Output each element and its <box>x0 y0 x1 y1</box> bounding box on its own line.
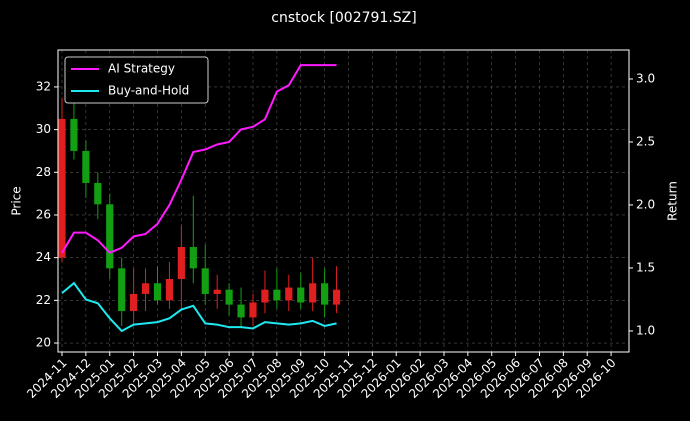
candle-body <box>58 118 66 258</box>
candle-body <box>106 204 114 269</box>
candle-body <box>130 293 138 312</box>
y-tick-label: 30 <box>36 122 51 136</box>
y2-axis-label: Return <box>666 181 680 221</box>
candle-body <box>237 304 245 318</box>
y2-tick-label: 1.0 <box>636 323 655 337</box>
candle-body <box>309 283 317 303</box>
candle-body <box>70 118 78 151</box>
y2-tick-label: 3.0 <box>636 71 655 85</box>
candle-body <box>82 150 90 183</box>
line-series <box>61 281 337 333</box>
y2-tick-label: 2.0 <box>636 197 655 211</box>
y-tick-label: 32 <box>36 79 51 93</box>
candle-body <box>249 302 257 318</box>
candle-body <box>201 268 209 294</box>
y-tick-label: 22 <box>36 293 51 307</box>
y-axis-label: Price <box>10 186 24 215</box>
candle-body <box>273 289 281 301</box>
candle-body <box>118 268 126 312</box>
candle-body <box>225 289 233 305</box>
chart-title: cnstock [002791.SZ] <box>271 10 416 26</box>
y-tick-label: 26 <box>36 207 51 221</box>
line-series <box>61 64 337 255</box>
candle-body <box>189 246 197 269</box>
candle-body <box>321 283 329 305</box>
candle-body <box>297 287 305 303</box>
legend-label: AI Strategy <box>108 62 175 76</box>
plot-frame <box>57 49 630 353</box>
candle-body <box>165 279 174 301</box>
y-tick-label: 28 <box>36 165 51 179</box>
candle-body <box>94 182 102 205</box>
candle-body <box>177 246 185 280</box>
legend-box <box>64 56 209 104</box>
y2-tick-label: 1.5 <box>636 260 655 274</box>
candle-body <box>285 287 293 301</box>
candle-body <box>332 289 341 305</box>
legend-label: Buy-and-Hold <box>108 84 189 98</box>
candle-body <box>261 289 269 303</box>
y2-tick-label: 2.5 <box>636 134 655 148</box>
candle-body <box>213 289 221 294</box>
candle-body <box>153 283 162 301</box>
candle-body <box>141 283 150 294</box>
y-tick-label: 20 <box>36 336 51 350</box>
y-tick-label: 24 <box>36 250 51 264</box>
